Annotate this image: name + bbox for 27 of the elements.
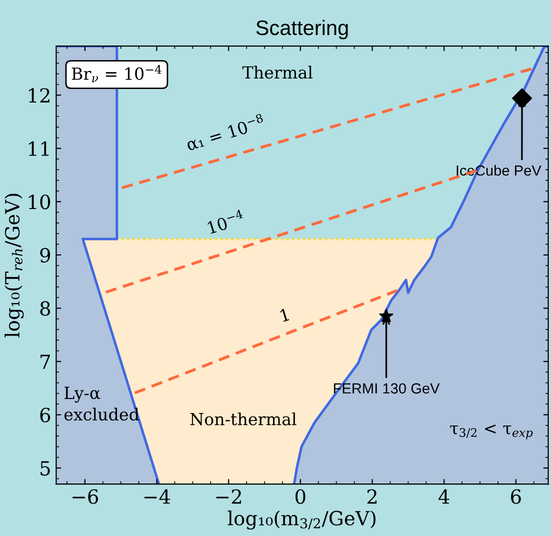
y-tick-label: 12 xyxy=(28,88,50,102)
annotation: 10$^{−4}$ xyxy=(206,209,246,234)
x-tick-label: −4 xyxy=(144,489,170,504)
x-tick-label: 4 xyxy=(438,489,450,504)
x-tick-label: −6 xyxy=(72,489,98,504)
y-tick-label: 7 xyxy=(40,354,50,369)
annotation: Ly-α excluded xyxy=(64,386,139,421)
y-tick-label: 11 xyxy=(28,141,49,156)
y-tick-label: 8 xyxy=(40,301,50,316)
y-tick-label: 6 xyxy=(40,408,50,422)
annotation: 1 xyxy=(280,308,290,322)
annotation: FERMI 130 GeV xyxy=(334,383,440,394)
annotation: α₁ = 10$^{−8}$ xyxy=(184,113,266,151)
x-tick-label: 6 xyxy=(511,489,521,504)
x-tick-label: 0 xyxy=(296,489,306,504)
chart-title: Scattering xyxy=(256,20,348,40)
y-tick-label: 9 xyxy=(40,248,50,263)
x-tick-label: −2 xyxy=(216,489,242,504)
annotation: τ$_{3/2}$ < τ$_{exp}$ xyxy=(450,424,533,440)
x-tick-label: 2 xyxy=(367,489,377,504)
y-tick-label: 10 xyxy=(28,194,50,210)
x-axis-title: log₁₀(m$_{3/2}$/GeV) xyxy=(228,510,376,530)
annotation: Br$_{ν}$ = 10$^{−4}$ xyxy=(72,65,162,82)
annotation: Thermal xyxy=(242,66,312,79)
y-tick-label: 5 xyxy=(40,461,50,476)
y-axis-title: log₁₀(T$_{reh}$/GeV) xyxy=(4,194,24,338)
annotation: Non-thermal xyxy=(190,412,296,426)
